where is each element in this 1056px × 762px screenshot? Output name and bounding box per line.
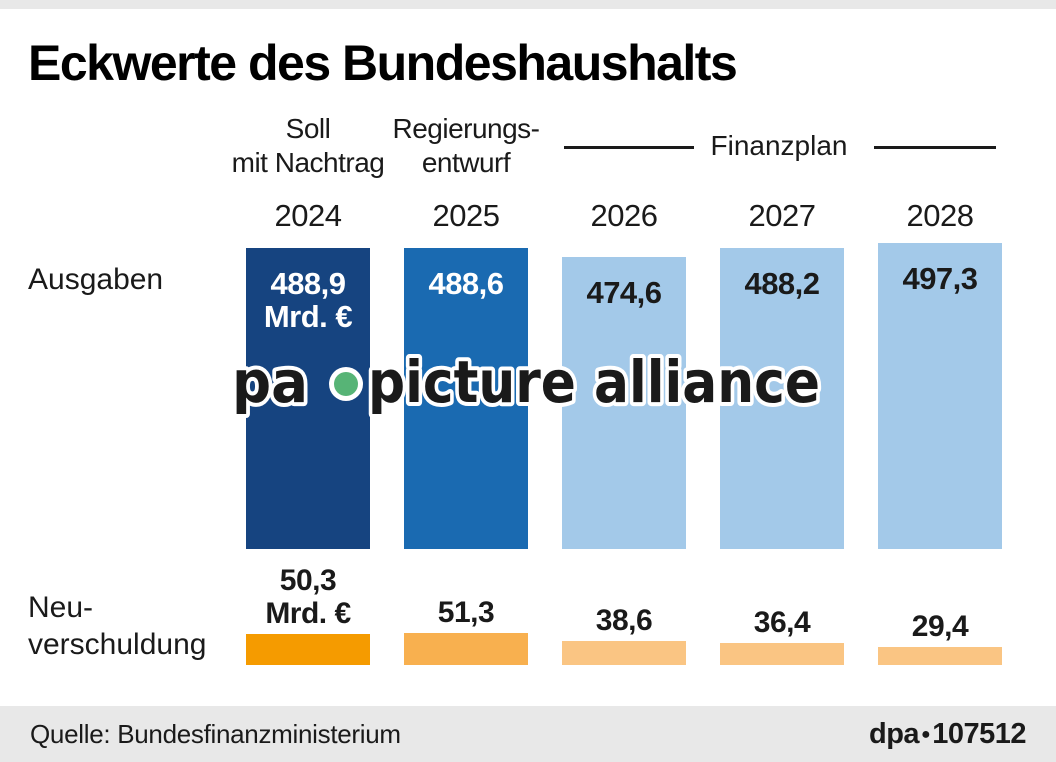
ausgaben-bar-2026: [562, 256, 686, 549]
header-line: entwurf: [421, 147, 511, 178]
ausgaben-value-2026: 474,6: [586, 274, 662, 310]
row-label-ausgaben: Ausgaben: [28, 263, 164, 296]
ausgaben-bar-2027: [720, 248, 844, 549]
year-label-2024: 2024: [274, 198, 342, 233]
dpa-credit: dpa ● 107512: [868, 717, 1027, 751]
ausgaben-value-2028: 497,3: [902, 260, 978, 296]
neuverschuldung-value-2026: 38,6: [595, 604, 653, 638]
watermark-picture-alliance-text: picture alliance: [368, 348, 820, 416]
year-label-2028: 2028: [906, 198, 974, 233]
neuverschuldung-bar-2024: [246, 634, 370, 665]
year-label-2026: 2026: [590, 198, 658, 233]
finanzplan-left-rule: [564, 146, 694, 149]
finanzplan-right-rule: [874, 146, 996, 149]
row-label-line: verschuldung: [28, 628, 207, 661]
top-border-strip: [0, 0, 1056, 9]
watermark-pa-text: pa: [232, 348, 308, 416]
ausgaben-value-2025: 488,6: [428, 266, 504, 302]
ausgaben-bar-2028: [878, 242, 1002, 549]
neuverschuldung-bar-2025: [404, 633, 528, 665]
neuverschuldung-value-2025: 51,3: [437, 596, 495, 630]
neuverschuldung-value-2028: 29,4: [911, 609, 969, 643]
year-label-2025: 2025: [432, 198, 500, 233]
value-number: 50,3: [279, 564, 337, 597]
page-title: Eckwerte des Bundeshaushalts: [28, 35, 738, 91]
value-unit: Mrd. €: [265, 597, 351, 630]
picture-alliance-watermark: pa picture alliance: [228, 344, 824, 420]
value-number: 488,9: [270, 265, 346, 301]
ausgaben-value-2027: 488,2: [744, 266, 820, 302]
bullet-icon: ●: [921, 726, 931, 743]
row-label-neuverschuldung: Neu- verschuldung: [28, 589, 206, 663]
dpa-logo-text: dpa: [868, 717, 920, 750]
figure-id: 107512: [932, 717, 1026, 750]
neuverschuldung-bar-2026: [562, 641, 686, 665]
year-label-2027: 2027: [748, 198, 816, 233]
header-line: Soll: [285, 113, 331, 144]
source-label: Quelle: Bundesfinanzministerium: [30, 718, 401, 749]
ausgaben-value-2024: 488,9 Mrd. €: [246, 267, 370, 333]
neuverschuldung-bar-2028: [878, 646, 1002, 665]
header-line: mit Nachtrag: [231, 147, 385, 178]
watermark-green-dot-icon: [334, 372, 358, 396]
value-unit: Mrd. €: [263, 298, 353, 334]
neuverschuldung-value-2027: 36,4: [753, 605, 811, 639]
row-label-line: Neu-: [28, 591, 94, 624]
column-header-soll-mit-nachtrag: Soll mit Nachtrag: [218, 112, 398, 180]
neuverschuldung-bar-2027: [720, 642, 844, 665]
neuverschuldung-value-2024: 50,3 Mrd. €: [246, 564, 370, 630]
header-line: Regierungs-: [392, 113, 540, 144]
column-header-finanzplan: Finanzplan: [710, 130, 848, 161]
ausgaben-bar-2025: [404, 248, 528, 549]
column-header-regierungsentwurf: Regierungs- entwurf: [376, 112, 556, 180]
footer-bar: Quelle: Bundesfinanzministerium dpa ● 10…: [0, 706, 1056, 762]
